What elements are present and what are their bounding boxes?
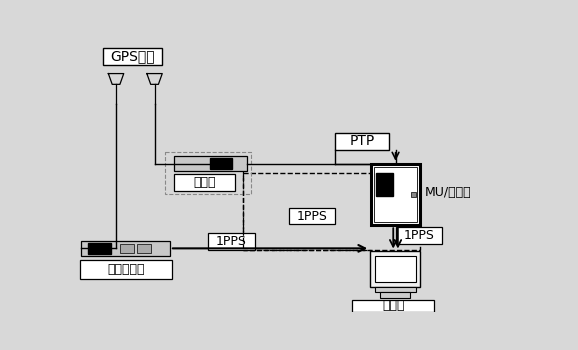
Bar: [81, 241, 170, 256]
Bar: [335, 133, 390, 150]
Bar: [174, 156, 247, 172]
Text: 1PPS: 1PPS: [403, 229, 434, 242]
Bar: [243, 173, 420, 250]
Bar: [411, 192, 416, 197]
Bar: [209, 233, 255, 250]
Bar: [120, 244, 134, 253]
Bar: [371, 164, 420, 225]
Bar: [210, 158, 232, 169]
Text: 1PPS: 1PPS: [216, 235, 247, 248]
Text: 主时钟: 主时钟: [194, 176, 216, 189]
Bar: [165, 152, 251, 195]
Bar: [290, 208, 335, 224]
Bar: [395, 227, 442, 244]
Text: MU/从时钟: MU/从时钟: [425, 186, 472, 199]
Bar: [376, 173, 393, 196]
Bar: [380, 292, 410, 298]
Text: 1PPS: 1PPS: [297, 210, 328, 223]
Bar: [103, 48, 162, 65]
Bar: [87, 243, 110, 254]
Bar: [375, 256, 416, 282]
Bar: [370, 251, 420, 287]
Text: 示波仪: 示波仪: [382, 299, 405, 312]
Text: GPS天线: GPS天线: [110, 50, 155, 64]
Bar: [137, 244, 151, 253]
Text: PTP: PTP: [350, 134, 375, 148]
Text: 标准主时钟: 标准主时钟: [108, 263, 145, 276]
Bar: [374, 167, 417, 222]
Bar: [80, 260, 172, 279]
Bar: [353, 300, 434, 312]
Bar: [375, 287, 416, 292]
Bar: [174, 174, 235, 191]
